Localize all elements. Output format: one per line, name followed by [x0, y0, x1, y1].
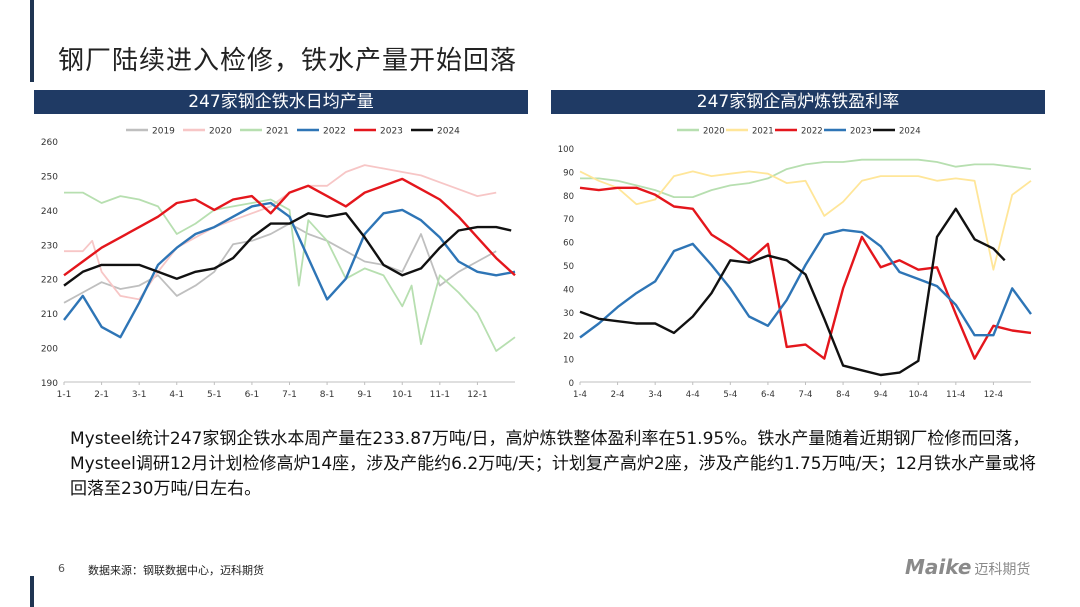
- y-tick-label: 230: [41, 241, 58, 251]
- y-tick-label: 0: [569, 379, 574, 389]
- x-tick-label: 11-4: [946, 390, 965, 400]
- series-line-2024: [63, 212, 512, 287]
- x-tick-label: 11-1: [430, 390, 450, 400]
- x-tick-label: 7-1: [282, 390, 297, 400]
- y-tick-label: 80: [563, 192, 574, 202]
- x-tick-label: 5-1: [207, 390, 222, 400]
- series-line-2023: [63, 177, 516, 277]
- series-line-2021: [579, 170, 1032, 271]
- x-tick-label: 10-1: [392, 390, 412, 400]
- legend-label-2024: 2024: [899, 127, 921, 137]
- legend-label-2020: 2020: [703, 127, 725, 137]
- y-tick-label: 20: [563, 332, 574, 342]
- page-title: 钢厂陆续进入检修，铁水产量开始回落: [58, 46, 518, 76]
- y-tick-label: 40: [563, 285, 574, 295]
- legend-label-2021: 2021: [266, 127, 289, 137]
- data-source-note: 数据来源：钢联数据中心，迈科期货: [88, 564, 264, 577]
- legend-label-2022: 2022: [801, 127, 823, 137]
- x-tick-label: 10-4: [909, 390, 928, 400]
- x-tick-label: 12-4: [984, 390, 1003, 400]
- logo-brand: Maike: [905, 555, 972, 579]
- legend-label-2023: 2023: [380, 127, 403, 137]
- legend-label-2023: 2023: [850, 127, 872, 137]
- accent-bar-bottom: [30, 576, 34, 607]
- y-tick-label: 250: [41, 172, 58, 182]
- y-tick-label: 30: [563, 309, 574, 319]
- series-line-2024: [579, 207, 1006, 377]
- y-tick-label: 200: [41, 345, 58, 355]
- y-tick-label: 210: [41, 310, 58, 320]
- x-tick-label: 5-4: [723, 390, 737, 400]
- y-tick-label: 90: [563, 168, 574, 178]
- x-tick-label: 3-1: [132, 390, 147, 400]
- y-tick-label: 70: [563, 215, 574, 225]
- x-tick-label: 4-1: [169, 390, 184, 400]
- y-tick-label: 260: [41, 138, 58, 148]
- x-tick-label: 12-1: [467, 390, 487, 400]
- y-tick-label: 220: [41, 276, 58, 286]
- legend-label-2020: 2020: [209, 127, 232, 137]
- x-tick-label: 9-1: [357, 390, 372, 400]
- y-tick-label: 10: [563, 356, 574, 366]
- series-line-2022: [579, 186, 1032, 360]
- x-tick-label: 1-1: [57, 390, 72, 400]
- legend-label-2019: 2019: [152, 127, 175, 137]
- x-tick-label: 6-4: [761, 390, 775, 400]
- x-tick-label: 6-1: [245, 390, 260, 400]
- y-tick-label: 190: [41, 379, 58, 389]
- y-tick-label: 60: [563, 239, 574, 249]
- accent-bar-top: [30, 0, 34, 82]
- series-line-2020: [580, 158, 1032, 198]
- right-chart-header: 247家钢企高炉炼铁盈利率: [551, 90, 1045, 114]
- logo-cn: 迈科期货: [974, 562, 1031, 578]
- x-tick-label: 1-4: [573, 390, 587, 400]
- y-tick-label: 50: [563, 262, 574, 272]
- series-line-2023: [579, 228, 1032, 339]
- series-line-2022: [63, 201, 516, 339]
- x-tick-label: 8-1: [320, 390, 335, 400]
- iron-output-chart: 190 200 210 220 230 240 250 260 1-1 2-1 3-1 4-1 5-1 6…: [41, 127, 516, 400]
- summary-text: Mysteel统计247家钢企铁水本周产量在233.87万吨/日，高炉炼铁整体盈…: [70, 429, 1036, 499]
- x-tick-label: 9-4: [874, 390, 888, 400]
- profit-rate-chart: 0 10 20 30 40 50 60 70 80 90 100 1-4 2-4 3-4 4-4 5-4 6-4…: [558, 127, 1032, 400]
- series-line-2019: [63, 222, 497, 304]
- x-tick-label: 8-4: [836, 390, 850, 400]
- y-tick-label: 240: [41, 207, 58, 217]
- left-chart-header: 247家钢企铁水日均产量: [34, 90, 528, 114]
- x-tick-label: 4-4: [686, 390, 700, 400]
- x-tick-label: 2-1: [94, 390, 109, 400]
- company-logo: Maike 迈科期货: [905, 555, 1030, 579]
- legend-label-2024: 2024: [437, 127, 460, 137]
- series-line-2021: [64, 191, 516, 352]
- x-tick-label: 2-4: [611, 390, 625, 400]
- page-number: 6: [58, 562, 65, 575]
- legend-label-2021: 2021: [752, 127, 774, 137]
- x-tick-label: 3-4: [648, 390, 662, 400]
- y-tick-label: 100: [558, 145, 574, 155]
- legend-label-2022: 2022: [323, 127, 346, 137]
- series-line-2020: [64, 164, 497, 301]
- x-tick-label: 7-4: [799, 390, 813, 400]
